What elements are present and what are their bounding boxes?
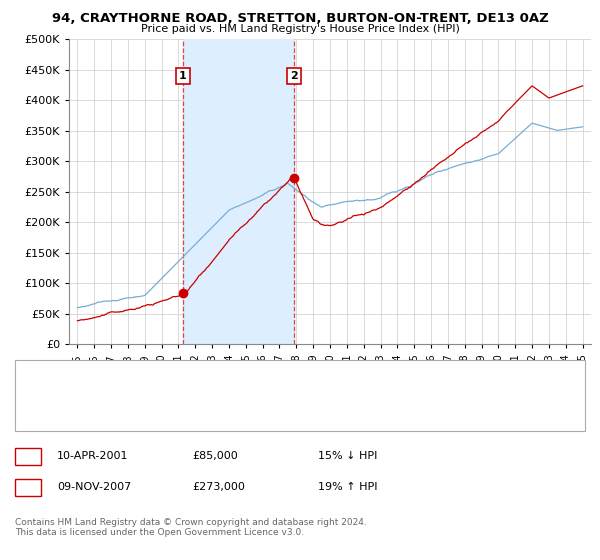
Text: Contains HM Land Registry data © Crown copyright and database right 2024.
This d: Contains HM Land Registry data © Crown c… (15, 518, 367, 538)
Text: 10-APR-2001: 10-APR-2001 (57, 451, 128, 461)
Text: HPI: Average price, detached house, East Staffordshire: HPI: Average price, detached house, East… (69, 407, 355, 417)
Text: 94, CRAYTHORNE ROAD, STRETTON, BURTON-ON-TRENT, DE13 0AZ (detached house): 94, CRAYTHORNE ROAD, STRETTON, BURTON-ON… (69, 374, 514, 384)
Text: 09-NOV-2007: 09-NOV-2007 (57, 482, 131, 492)
Text: £273,000: £273,000 (192, 482, 245, 492)
Text: 15% ↓ HPI: 15% ↓ HPI (318, 451, 377, 461)
Text: 2: 2 (290, 71, 298, 81)
Text: 1: 1 (25, 451, 32, 461)
Bar (183, 39, 294, 344)
Text: 19% ↑ HPI: 19% ↑ HPI (318, 482, 377, 492)
Text: Price paid vs. HM Land Registry's House Price Index (HPI): Price paid vs. HM Land Registry's House … (140, 24, 460, 34)
Text: 2: 2 (25, 482, 32, 492)
Text: 94, CRAYTHORNE ROAD, STRETTON, BURTON-ON-TRENT, DE13 0AZ: 94, CRAYTHORNE ROAD, STRETTON, BURTON-ON… (52, 12, 548, 25)
Text: £85,000: £85,000 (192, 451, 238, 461)
Text: 1: 1 (179, 71, 187, 81)
